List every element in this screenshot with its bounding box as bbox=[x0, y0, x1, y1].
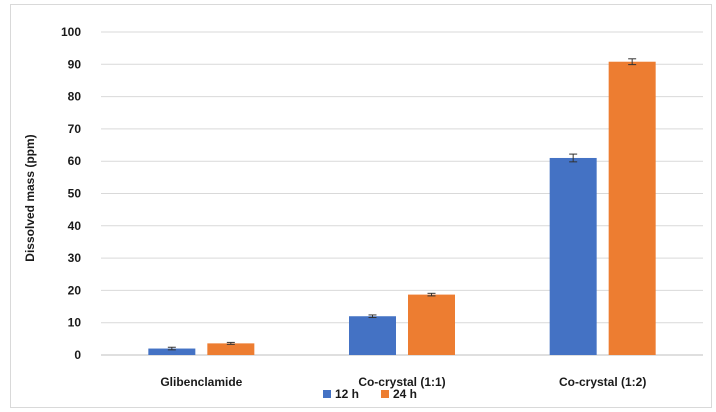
bar-12h-1 bbox=[349, 316, 396, 355]
y-tick-label: 70 bbox=[68, 122, 82, 136]
y-tick-label: 80 bbox=[68, 90, 82, 104]
y-tick-label: 0 bbox=[74, 348, 81, 362]
x-axis-categories: Glibenclamide Co-crystal (1:1) Co-crystal … bbox=[160, 375, 646, 389]
category-label: Co-crystal (1:2) bbox=[559, 375, 646, 389]
gridlines bbox=[101, 31, 703, 356]
y-axis-label: Dissolved mass (ppm) bbox=[23, 134, 37, 261]
y-tick-label: 100 bbox=[61, 25, 81, 39]
legend: 12 h 24 h bbox=[323, 387, 417, 401]
bar-12h-2 bbox=[549, 157, 597, 355]
y-tick-label: 30 bbox=[68, 251, 82, 265]
legend-label: 12 h bbox=[335, 387, 359, 401]
bar-24h-1 bbox=[408, 294, 455, 355]
legend-swatch-12h bbox=[323, 390, 331, 398]
y-tick-label: 50 bbox=[68, 187, 82, 201]
chart-frame: 0 10 20 30 40 50 60 70 80 90 100 Glibenclamide Co-c… bbox=[10, 4, 712, 408]
y-tick-label: 90 bbox=[68, 57, 82, 71]
bar-24h-2 bbox=[608, 61, 656, 355]
bar-12h-0 bbox=[148, 348, 196, 355]
y-axis-ticks: 0 10 20 30 40 50 60 70 80 90 100 bbox=[61, 25, 81, 362]
legend-label: 24 h bbox=[393, 387, 417, 401]
error-bars bbox=[167, 58, 637, 351]
y-tick-label: 40 bbox=[68, 219, 82, 233]
bar-chart: 0 10 20 30 40 50 60 70 80 90 100 Glibenclamide Co-c… bbox=[23, 25, 703, 401]
legend-swatch-24h bbox=[381, 390, 389, 398]
bar-24h-0 bbox=[207, 343, 255, 355]
y-tick-label: 20 bbox=[68, 283, 82, 297]
category-label: Glibenclamide bbox=[160, 375, 242, 389]
bars bbox=[148, 61, 656, 355]
y-tick-label: 10 bbox=[68, 316, 82, 330]
category-label: Co-crystal (1:1) bbox=[358, 375, 445, 389]
y-tick-label: 60 bbox=[68, 154, 82, 168]
